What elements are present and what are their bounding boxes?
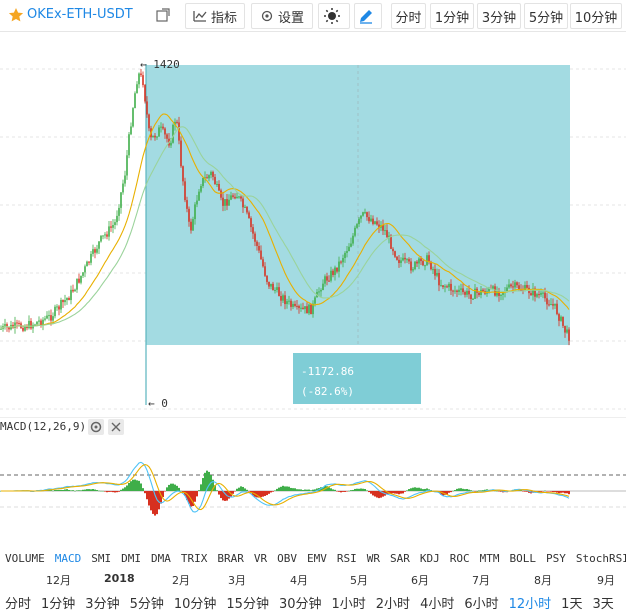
- period-tab-2[interactable]: 3分钟: [85, 596, 120, 612]
- period-tab-10[interactable]: 6小时: [464, 596, 499, 612]
- indicator-tab-smi[interactable]: SMI: [91, 551, 112, 565]
- gear-icon: [261, 10, 273, 22]
- period-tab-0[interactable]: 分时: [5, 596, 32, 612]
- moving-average-line-2: [0, 126, 570, 330]
- time-label-6: 6月: [411, 574, 429, 587]
- settings-label: 设置: [277, 10, 304, 26]
- time-label-3: 3月: [228, 574, 246, 587]
- chart-line-icon: [193, 11, 207, 22]
- indicator-tab-trix[interactable]: TRIX: [180, 551, 208, 565]
- period-button-2[interactable]: 3分钟: [477, 3, 521, 29]
- indicator-tabs: VOLUME MACD SMI DMI DMA TRIX BRAR VR OBV EMV RSI WR…: [0, 548, 626, 568]
- indicator-tab-mtm[interactable]: MTM: [479, 551, 500, 565]
- candlestick-chart[interactable]: [0, 33, 626, 417]
- indicator-tab-dma[interactable]: DMA: [151, 551, 171, 565]
- period-tab-9[interactable]: 4小时: [420, 596, 455, 612]
- low-price-label: ← 0: [148, 397, 168, 410]
- top-toolbar: OKEx-ETH-USDT 指标 设置: [0, 0, 626, 32]
- period-tab-7[interactable]: 1小时: [331, 596, 366, 612]
- high-price-label: ← 1420: [140, 58, 180, 71]
- time-label-4: 4月: [290, 574, 308, 587]
- period-tab-6[interactable]: 30分钟: [278, 596, 322, 612]
- period-button-4[interactable]: 10分钟: [570, 3, 622, 29]
- period-tab-4[interactable]: 10分钟: [173, 596, 217, 612]
- measure-span: 426柱 213天: [301, 405, 370, 418]
- macd-histogram: [0, 470, 570, 516]
- settings-button[interactable]: 设置: [251, 3, 313, 29]
- indicator-tab-dmi[interactable]: DMI: [121, 551, 141, 565]
- time-label-0: 12月: [46, 574, 71, 587]
- symbol-title[interactable]: OKEx-ETH-USDT: [27, 7, 133, 22]
- time-label-8: 8月: [534, 574, 552, 587]
- close-icon: [111, 422, 121, 432]
- macd-chart[interactable]: [0, 417, 626, 547]
- indicator-tab-volume[interactable]: VOLUME: [5, 551, 45, 565]
- time-label-5: 5月: [350, 574, 368, 587]
- draw-tool-button[interactable]: [354, 3, 382, 29]
- macd-dea-line: [1, 464, 570, 511]
- indicator-tab-obv[interactable]: OBV: [277, 551, 297, 565]
- macd-settings-button[interactable]: [88, 419, 104, 435]
- indicator-tab-kdj[interactable]: KDJ: [419, 551, 440, 565]
- period-tab-12[interactable]: 1天: [561, 596, 583, 612]
- indicator-tab-stochrsi[interactable]: StochRSI: [575, 551, 626, 565]
- indicator-tab-rsi[interactable]: RSI: [336, 551, 357, 565]
- period-tab-8[interactable]: 2小时: [375, 596, 411, 612]
- time-label-7: 7月: [472, 574, 490, 587]
- period-tabs-bottom: 分时 1分钟 3分钟 5分钟 10分钟 15分钟 30分钟 1小时 2小时 4小时 6小时 12小时 1…: [0, 592, 626, 612]
- popout-icon[interactable]: [155, 7, 171, 23]
- indicator-tab-boll[interactable]: BOLL: [509, 551, 537, 565]
- period-tab-5[interactable]: 15分钟: [226, 596, 269, 612]
- period-tab-1[interactable]: 1分钟: [41, 596, 76, 612]
- period-button-3[interactable]: 5分钟: [524, 3, 568, 29]
- moving-average-line: [0, 113, 570, 330]
- macd-close-button[interactable]: [108, 419, 124, 435]
- indicator-tab-wr[interactable]: WR: [366, 551, 380, 565]
- pencil-icon: [360, 10, 372, 24]
- period-tab-11[interactable]: 12小时: [508, 596, 552, 612]
- time-label-1: 2018: [104, 572, 135, 585]
- indicator-tab-emv[interactable]: EMV: [307, 551, 327, 565]
- measure-tooltip: -1172.86 (-82.6%) 426柱 213天: [293, 353, 421, 418]
- theme-toggle-button[interactable]: [318, 3, 350, 29]
- period-tab-13[interactable]: 3天: [592, 596, 614, 612]
- indicator-tab-brar[interactable]: BRAR: [217, 551, 244, 565]
- indicators-button[interactable]: 指标: [185, 3, 245, 29]
- period-tab-3[interactable]: 5分钟: [129, 596, 164, 612]
- period-button-0[interactable]: 分时: [391, 3, 426, 29]
- indicator-tab-vr[interactable]: VR: [253, 551, 268, 565]
- time-label-2: 2月: [172, 574, 190, 587]
- indicator-tab-macd[interactable]: MACD: [54, 551, 82, 565]
- indicators-label: 指标: [210, 10, 237, 26]
- indicator-tab-roc[interactable]: ROC: [449, 551, 470, 565]
- sun-icon: [324, 8, 340, 24]
- candle-series: [0, 69, 570, 346]
- period-button-1[interactable]: 1分钟: [430, 3, 474, 29]
- gear-icon: [90, 421, 102, 433]
- favorite-star-icon[interactable]: [8, 7, 24, 23]
- time-label-9: 9月: [597, 574, 615, 587]
- indicator-tab-psy[interactable]: PSY: [546, 551, 566, 565]
- macd-label: MACD(12,26,9): [0, 420, 87, 433]
- indicator-tab-sar[interactable]: SAR: [390, 551, 410, 565]
- measure-change: -1172.86 (-82.6%): [301, 365, 354, 398]
